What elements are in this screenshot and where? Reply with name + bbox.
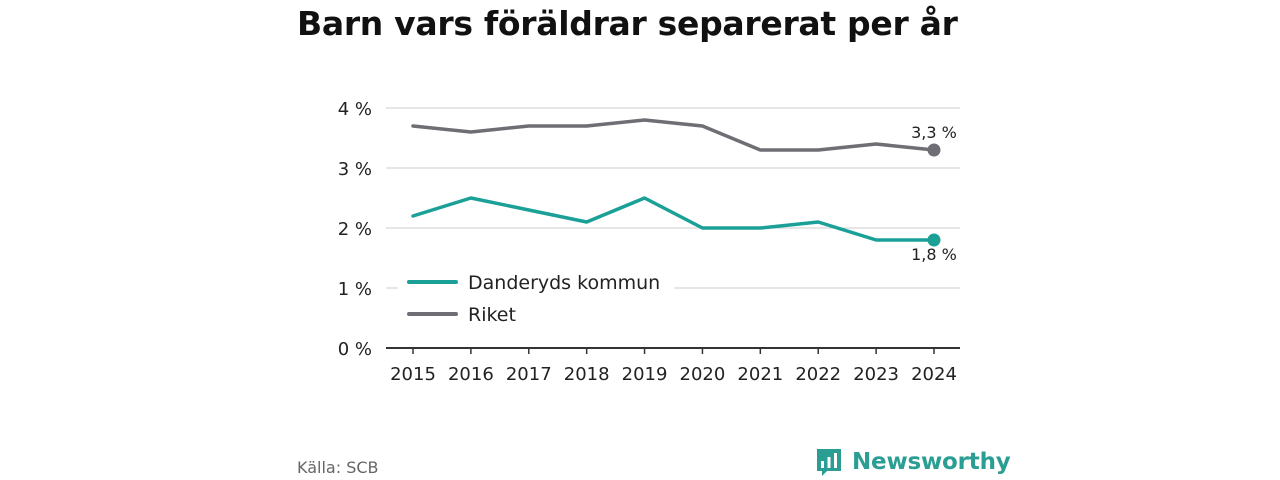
brand-logo: Newsworthy [815, 447, 1011, 477]
x-tick-label: 2016 [448, 364, 494, 385]
bar-chart-icon [817, 449, 841, 476]
y-tick-label: 1 % [338, 279, 372, 300]
data-label: 1,8 % [911, 245, 957, 264]
brand-name: Newsworthy [852, 449, 1011, 475]
x-tick-label: 2019 [622, 364, 668, 385]
y-tick-label: 2 % [338, 219, 372, 240]
x-tick-label: 2017 [506, 364, 552, 385]
y-tick-label: 0 % [338, 339, 372, 360]
legend-label: Riket [468, 304, 516, 326]
x-tick-label: 2020 [680, 364, 726, 385]
legend-background [398, 266, 674, 332]
y-tick-label: 4 % [338, 99, 372, 120]
end-point-marker [927, 143, 941, 157]
series-lines: 1,8 % 3,3 % [411, 118, 957, 264]
x-tick-label: 2015 [390, 364, 436, 385]
chart-title: Barn vars föräldrar separerat per år [297, 4, 958, 43]
source-note: Källa: SCB [297, 458, 379, 477]
x-tick-label: 2023 [853, 364, 899, 385]
y-tick-label: 3 % [338, 159, 372, 180]
line-chart: 0 % 1 % 2 % 3 % 4 % 2015 2016 2017 2018 2019 2020… [338, 99, 960, 385]
end-point-marker [927, 233, 941, 247]
x-tick-label: 2018 [564, 364, 610, 385]
legend: Danderyds kommun Riket [398, 266, 674, 332]
x-tick-label: 2021 [737, 364, 783, 385]
series-line-danderyd [411, 196, 936, 242]
series-line-riket [411, 118, 936, 152]
x-axis: 2015 2016 2017 2018 2019 2020 2021 2022 2023 2024 [386, 347, 960, 385]
legend-label: Danderyds kommun [468, 272, 660, 294]
data-label: 3,3 % [911, 123, 957, 142]
x-tick-label: 2022 [795, 364, 841, 385]
x-tick-label: 2024 [911, 364, 957, 385]
